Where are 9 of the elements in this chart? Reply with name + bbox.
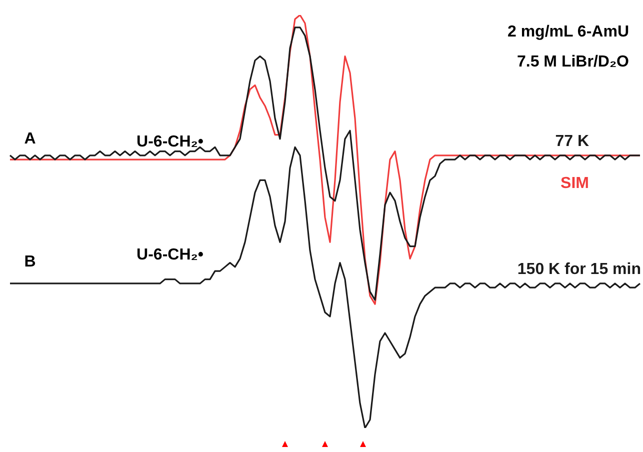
annotation: 2 mg/mL 6-AmU: [507, 23, 629, 40]
series-label: 150 K for 15 min: [517, 260, 641, 278]
annotation: 7.5 M LiBr/D₂O: [516, 53, 629, 70]
annotation: B: [24, 253, 36, 270]
series-label: SIM: [560, 174, 589, 192]
annotation: U-6-CH₂•: [136, 246, 204, 264]
annotation: A: [24, 130, 36, 148]
annotation: U-6-CH₂•: [136, 133, 204, 150]
series-label: 77 K: [555, 132, 590, 150]
